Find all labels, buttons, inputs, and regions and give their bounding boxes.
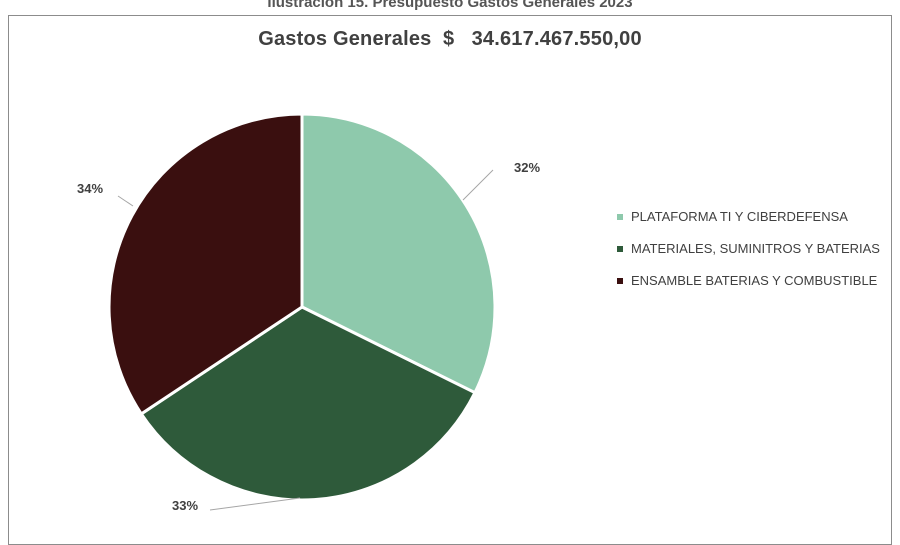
data-label-3: 34% [77, 181, 103, 196]
leader-line-1 [462, 169, 494, 201]
legend-label: MATERIALES, SUMINITROS Y BATERIAS [631, 241, 880, 256]
pie-slice-2 [139, 305, 477, 502]
data-label-2: 33% [172, 498, 198, 513]
legend-swatch [617, 278, 623, 284]
legend-swatch [617, 214, 623, 220]
legend-item-materiales: MATERIALES, SUMINITROS Y BATERIAS [615, 239, 900, 259]
chart-title: Gastos Generales $ 34.617.467.550,00 [258, 28, 642, 50]
leader-line-2 [209, 497, 301, 511]
pie-slice-1 [300, 112, 497, 395]
leader-lines [117, 169, 494, 511]
legend-item-plataforma: PLATAFORMA TI Y CIBERDEFENSA [615, 207, 900, 227]
data-labels: 32% 33% 34% [77, 160, 540, 513]
figure-caption: Ilustración 15. Presupuesto Gastos Gener… [267, 0, 633, 11]
legend-swatch [617, 246, 623, 252]
legend-item-ensamble: ENSAMBLE BATERIAS Y COMBUSTIBLE [615, 271, 900, 291]
legend-label: PLATAFORMA TI Y CIBERDEFENSA [631, 209, 848, 224]
pie-slice-3 [107, 112, 304, 416]
leader-line-3 [117, 195, 134, 207]
legend: PLATAFORMA TI Y CIBERDEFENSA MATERIALES,… [615, 207, 900, 303]
data-label-1: 32% [514, 160, 540, 175]
pie-slices [107, 112, 497, 502]
legend-label: ENSAMBLE BATERIAS Y COMBUSTIBLE [631, 273, 878, 288]
